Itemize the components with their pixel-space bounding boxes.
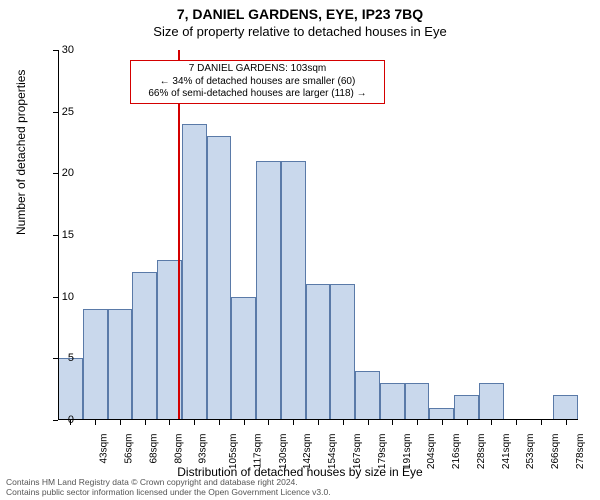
xtick-label: 117sqm [252, 434, 263, 469]
plot-area [58, 50, 578, 420]
annotation-line: 7 DANIEL GARDENS: 103sqm [137, 63, 378, 76]
ytick-mark [53, 358, 58, 359]
annotation-box: 7 DANIEL GARDENS: 103sqm ← 34% of detach… [130, 60, 385, 104]
xtick-mark [145, 420, 146, 425]
xtick-label: 228sqm [476, 434, 487, 470]
xtick-label: 130sqm [278, 434, 289, 470]
xtick-mark [368, 420, 369, 425]
chart-area [58, 50, 578, 420]
histogram-bar [132, 272, 157, 420]
xtick-label: 142sqm [303, 434, 314, 470]
annotation-line: ← 34% of detached houses are smaller (60… [137, 76, 378, 89]
xtick-mark [244, 420, 245, 425]
page-subtitle: Size of property relative to detached ho… [0, 22, 600, 39]
xtick-label: 204sqm [426, 434, 437, 470]
xtick-label: 167sqm [352, 434, 363, 470]
histogram-bar [330, 284, 355, 420]
histogram-bar [355, 371, 380, 420]
xtick-label: 93sqm [198, 434, 209, 464]
xtick-label: 80sqm [173, 434, 184, 464]
xtick-mark [219, 420, 220, 425]
ytick-mark [53, 50, 58, 51]
xtick-mark [293, 420, 294, 425]
ytick-mark [53, 173, 58, 174]
ytick-mark [53, 235, 58, 236]
ytick-label: 15 [62, 229, 74, 241]
xtick-label: 278sqm [575, 434, 586, 470]
page-title: 7, DANIEL GARDENS, EYE, IP23 7BQ [0, 0, 600, 22]
histogram-bar [256, 161, 281, 420]
histogram-bar [281, 161, 306, 420]
xtick-label: 179sqm [377, 434, 388, 470]
ytick-label: 20 [62, 167, 74, 179]
xtick-mark [467, 420, 468, 425]
histogram-bar [207, 136, 232, 420]
ytick-label: 10 [62, 291, 74, 303]
xtick-mark [417, 420, 418, 425]
ytick-mark [53, 420, 58, 421]
ytick-label: 5 [68, 352, 74, 364]
xtick-mark [541, 420, 542, 425]
xtick-mark [516, 420, 517, 425]
xtick-label: 105sqm [228, 434, 239, 470]
histogram-bar [306, 284, 331, 420]
histogram-bar [58, 358, 83, 420]
xtick-mark [318, 420, 319, 425]
histogram-bar [231, 297, 256, 420]
footer-attribution: Contains HM Land Registry data © Crown c… [6, 478, 331, 498]
histogram-bar [479, 383, 504, 420]
xtick-mark [442, 420, 443, 425]
histogram-bar [380, 383, 405, 420]
histogram-bar [454, 395, 479, 420]
xtick-mark [343, 420, 344, 425]
xtick-mark [392, 420, 393, 425]
xtick-mark [491, 420, 492, 425]
histogram-bar [405, 383, 430, 420]
histogram-bar [83, 309, 108, 420]
xtick-mark [70, 420, 71, 425]
xtick-label: 43sqm [99, 434, 110, 464]
y-axis-label: Number of detached properties [14, 70, 28, 235]
histogram-bar [182, 124, 207, 420]
xtick-label: 191sqm [402, 434, 413, 470]
ytick-mark [53, 297, 58, 298]
xtick-label: 154sqm [327, 434, 338, 470]
histogram-bar [553, 395, 578, 420]
chart-container: 7, DANIEL GARDENS, EYE, IP23 7BQ Size of… [0, 0, 600, 500]
y-axis [58, 50, 59, 420]
xtick-label: 241sqm [501, 434, 512, 470]
xtick-mark [194, 420, 195, 425]
ytick-mark [53, 112, 58, 113]
xtick-mark [169, 420, 170, 425]
footer-line: Contains public sector information licen… [6, 488, 331, 498]
ytick-label: 30 [62, 44, 74, 56]
xtick-label: 266sqm [550, 434, 561, 470]
annotation-line: 66% of semi-detached houses are larger (… [137, 88, 378, 101]
xtick-mark [95, 420, 96, 425]
xtick-label: 56sqm [124, 434, 135, 464]
histogram-bar [108, 309, 133, 420]
xtick-label: 68sqm [148, 434, 159, 464]
xtick-label: 253sqm [525, 434, 536, 470]
xtick-mark [120, 420, 121, 425]
xtick-mark [268, 420, 269, 425]
xtick-mark [566, 420, 567, 425]
property-marker-line [178, 50, 180, 420]
ytick-label: 25 [62, 106, 74, 118]
xtick-label: 216sqm [451, 434, 462, 470]
